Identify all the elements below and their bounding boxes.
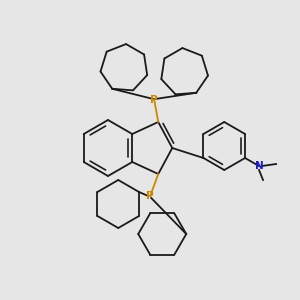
Text: N: N <box>255 161 263 171</box>
Text: P: P <box>146 191 154 201</box>
Text: P: P <box>150 95 158 105</box>
